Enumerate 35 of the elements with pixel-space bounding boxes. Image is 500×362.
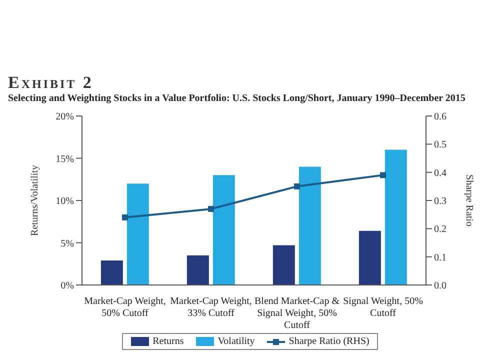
y2-tick-label: 0.3 [434,196,446,208]
y2-tick-label: 0.1 [434,252,446,264]
y-tick-label: 5% [60,238,74,250]
x-tick-label: Signal Weight, 50% Cutoff [343,296,423,319]
y2-tick-label: 0.6 [434,112,446,123]
y2-tick-label: 0.0 [434,280,446,292]
chart-subtitle: Selecting and Weighting Stocks in a Value Portfolio: U.S. Stocks Long/Short, January 1990–December 2015 [8,92,466,106]
point [294,183,300,190]
y-tick-label: 15% [56,154,74,165]
legend-label: Returns [152,336,184,347]
bar [298,166,321,285]
bar [212,175,235,285]
y-tick-label: 20% [56,112,74,123]
y2-tick-label: 0.5 [434,140,446,151]
x-tick-label: Blend Market-Cap & Signal Weight, 50% Cutoff [254,296,340,331]
y-tick-label: 10% [56,196,74,208]
y2-tick-label: 0.4 [434,168,446,179]
bar [384,150,407,285]
point [122,214,128,220]
y2-tick-label: 0.2 [434,224,446,236]
legend-label: Sharpe Ratio (RHS) [288,336,370,347]
x-tick-label: Market-Cap Weight, 33% Cutoff [170,296,252,319]
bar [358,230,381,285]
point [380,172,386,178]
chart-title: Exhibit 2 [8,72,94,92]
bar [186,255,209,285]
bar [272,245,295,285]
legend-label: Volatility [218,336,255,347]
x-tick-label: Market-Cap Weight, 50% Cutoff [84,296,166,319]
y2-axis-title: Sharpe Ratio [463,174,474,226]
point [208,206,214,212]
y-axis-title: Returns/Volatility [30,165,41,236]
bar [126,184,149,285]
y-tick-label: 0% [60,280,74,292]
bar [100,260,123,285]
